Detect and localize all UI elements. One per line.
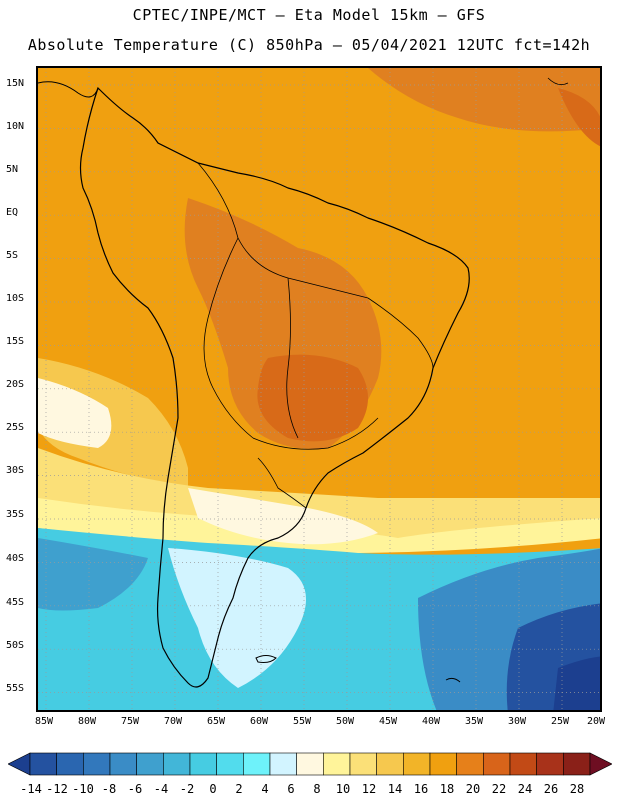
lon-label-40w: 40W — [421, 716, 441, 727]
colorbar-swatch — [83, 752, 111, 776]
field-core-very-hot — [257, 354, 368, 442]
field-patagonia-lightcyan — [168, 548, 306, 688]
colorbar-label: 24 — [517, 782, 533, 796]
colorbar-right-arrow — [589, 752, 612, 776]
colorbar-label: 2 — [235, 782, 243, 796]
colorbar-label: 14 — [387, 782, 403, 796]
colorbar-swatch — [323, 752, 351, 776]
lat-label-30s: 30S — [6, 465, 25, 476]
colorbar-label: 18 — [439, 782, 455, 796]
lat-label-50s: 50S — [6, 640, 25, 651]
colorbar-swatch — [536, 752, 564, 776]
lat-label-5s: 5S — [6, 250, 19, 261]
lat-label-10s: 10S — [6, 293, 25, 304]
lat-label-45s: 45S — [6, 597, 25, 608]
south-america-coastline — [79, 86, 470, 688]
border-uruguay — [257, 457, 307, 509]
map-canvas — [38, 68, 600, 710]
field-southeast-darkest — [553, 656, 600, 710]
lon-label-20w: 20W — [586, 716, 606, 727]
colorbar-label: 12 — [361, 782, 377, 796]
title-line-2: Absolute Temperature (C) 850hPa – 05/04/… — [27, 36, 591, 54]
colorbar-swatch — [243, 752, 271, 776]
colorbar-label: -2 — [179, 782, 195, 796]
caribbean-islands — [547, 77, 569, 86]
colorbar-left-arrow — [8, 752, 31, 776]
colorbar-swatch — [376, 752, 404, 776]
colorbar-label: -8 — [101, 782, 117, 796]
colorbar-label: 28 — [569, 782, 585, 796]
lat-label-15s: 15S — [6, 336, 25, 347]
lon-label-45w: 45W — [378, 716, 398, 727]
colorbar-label: 22 — [491, 782, 507, 796]
colorbar-label: 20 — [465, 782, 481, 796]
colorbar-swatch — [483, 752, 511, 776]
title-line-1: CPTEC/INPE/MCT – Eta Model 15km – GFS — [132, 6, 486, 24]
colorbar-label: -10 — [72, 782, 94, 796]
colorbar-swatch — [349, 752, 377, 776]
lon-label-80w: 80W — [77, 716, 97, 727]
field-south-lightyellow — [38, 498, 600, 553]
field-north-hot — [368, 68, 600, 132]
colorbar-label: 10 — [335, 782, 351, 796]
colorbar-label: -6 — [127, 782, 143, 796]
temperature-colorbar — [8, 752, 612, 776]
colorbar-label: 16 — [413, 782, 429, 796]
south-georgia — [445, 677, 461, 683]
lon-label-55w: 55W — [292, 716, 312, 727]
lon-label-25w: 25W — [550, 716, 570, 727]
lat-label-55s: 55S — [6, 683, 25, 694]
colorbar-swatch — [403, 752, 431, 776]
colorbar-label: -4 — [153, 782, 169, 796]
lat-label-35s: 35S — [6, 509, 25, 520]
colorbar-swatch — [563, 752, 591, 776]
colorbar-label: -14 — [20, 782, 42, 796]
lon-label-75w: 75W — [120, 716, 140, 727]
colorbar-swatch — [509, 752, 537, 776]
lon-label-65w: 65W — [206, 716, 226, 727]
field-north-very-hot — [558, 88, 600, 147]
lat-label-eq: EQ — [6, 207, 19, 218]
lon-label-60w: 60W — [249, 716, 269, 727]
field-south-cream — [188, 488, 378, 545]
colorbar-label: 0 — [209, 782, 217, 796]
lat-label-25s: 25S — [6, 422, 25, 433]
colorbar-label: 8 — [313, 782, 321, 796]
colorbar-label: -12 — [46, 782, 68, 796]
lon-label-70w: 70W — [163, 716, 183, 727]
lat-label-10n: 10N — [6, 121, 25, 132]
field-west-cream — [38, 378, 112, 448]
colorbar-swatch — [456, 752, 484, 776]
lon-label-30w: 30W — [507, 716, 527, 727]
colorbar-swatch — [29, 752, 57, 776]
lat-label-15n: 15N — [6, 78, 25, 89]
temperature-map — [36, 66, 602, 712]
colorbar-swatch — [216, 752, 244, 776]
lon-label-85w: 85W — [34, 716, 54, 727]
field-southwest-blue — [38, 538, 148, 611]
colorbar-swatch — [189, 752, 217, 776]
border-south — [252, 417, 379, 450]
colorbar-swatch — [136, 752, 164, 776]
colorbar-swatch — [163, 752, 191, 776]
border-east — [367, 297, 434, 369]
lon-label-50w: 50W — [335, 716, 355, 727]
colorbar-swatch — [56, 752, 84, 776]
colorbar-label: 6 — [287, 782, 295, 796]
colorbar-label: 26 — [543, 782, 559, 796]
border-north — [197, 162, 369, 299]
colorbar-swatch — [296, 752, 324, 776]
lat-label-40s: 40S — [6, 553, 25, 564]
colorbar-swatch — [429, 752, 457, 776]
border-central — [286, 277, 299, 439]
central-america-coast — [38, 81, 99, 98]
lat-label-20s: 20S — [6, 379, 25, 390]
lon-label-35w: 35W — [464, 716, 484, 727]
colorbar-swatch — [109, 752, 137, 776]
colorbar-label: 4 — [261, 782, 269, 796]
colorbar-swatch — [269, 752, 297, 776]
border-west — [203, 237, 254, 439]
lat-label-5n: 5N — [6, 164, 19, 175]
falkland-islands — [255, 655, 277, 663]
